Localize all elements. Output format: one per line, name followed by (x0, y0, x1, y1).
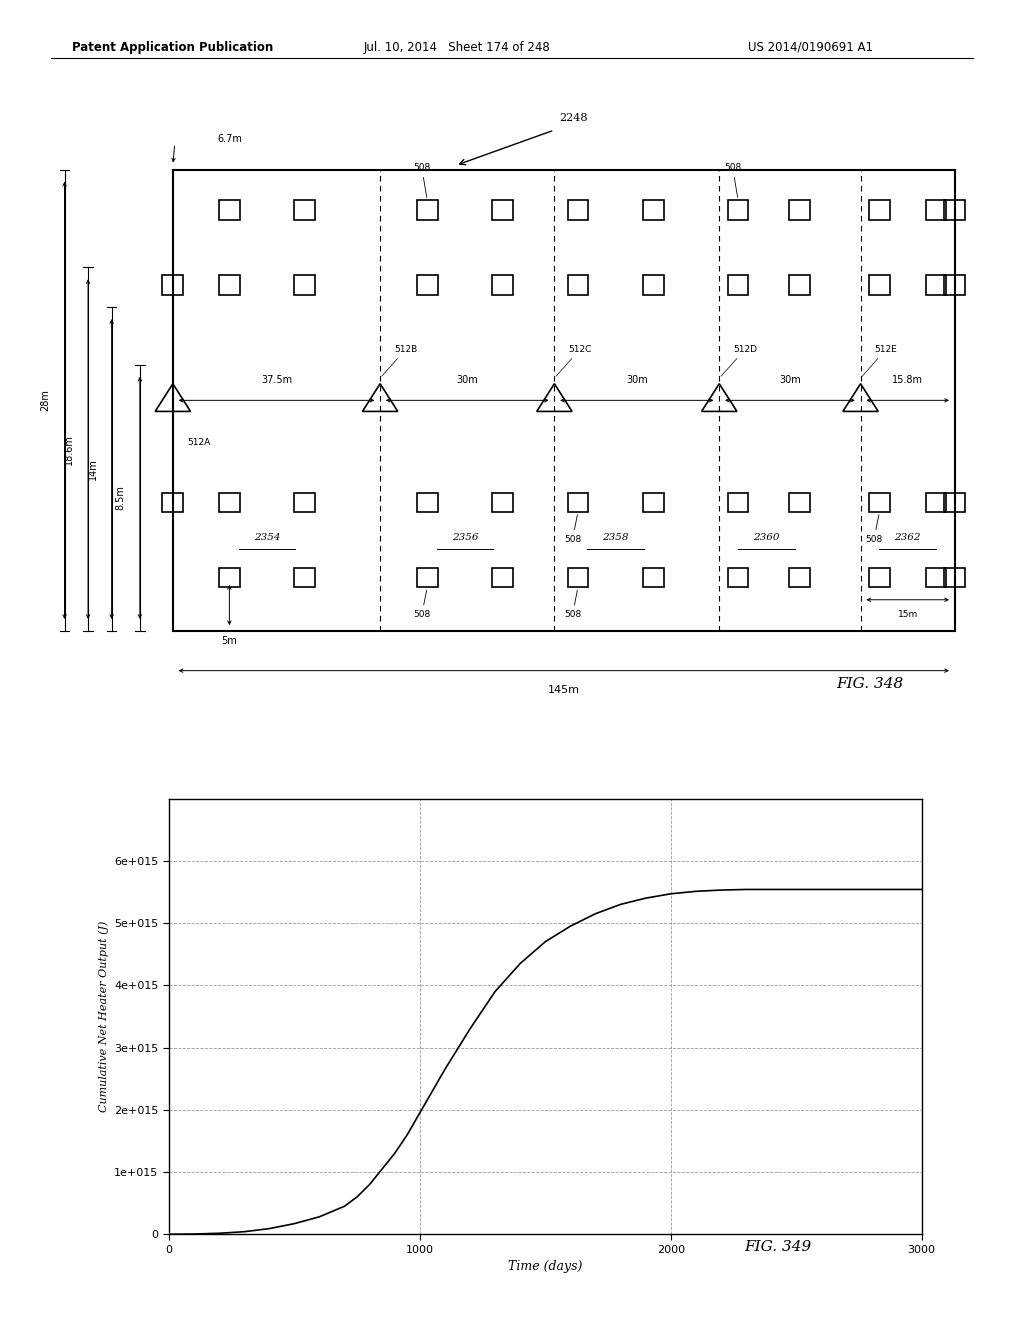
Bar (163, 276, 183, 294)
Text: 508: 508 (564, 515, 581, 544)
Bar (788, 201, 810, 219)
Text: 2356: 2356 (452, 533, 478, 543)
Text: 2360: 2360 (753, 533, 779, 543)
Bar (219, 492, 240, 512)
Bar (294, 276, 315, 294)
Text: 2354: 2354 (254, 533, 281, 543)
Bar (926, 276, 946, 294)
Text: 18.6m: 18.6m (63, 434, 74, 465)
Text: 14m: 14m (87, 458, 97, 480)
Bar (219, 568, 240, 587)
Text: 508: 508 (724, 162, 741, 197)
Bar (493, 201, 513, 219)
Text: 30m: 30m (457, 375, 478, 384)
Text: 30m: 30m (779, 375, 801, 384)
Text: 15.8m: 15.8m (892, 375, 924, 384)
Text: 2362: 2362 (894, 533, 921, 543)
Text: 28m: 28m (40, 389, 50, 412)
Text: 508: 508 (564, 590, 581, 619)
Bar (869, 201, 890, 219)
Bar (643, 276, 664, 294)
Bar (869, 568, 890, 587)
Bar (926, 201, 946, 219)
Bar (567, 568, 589, 587)
Text: 512A: 512A (187, 438, 210, 446)
X-axis label: Time (days): Time (days) (508, 1261, 583, 1274)
Bar (219, 201, 240, 219)
Text: 512E: 512E (862, 345, 897, 376)
Bar (728, 568, 749, 587)
Bar (788, 276, 810, 294)
Bar (926, 568, 946, 587)
Text: 512C: 512C (556, 345, 592, 376)
Bar (567, 201, 589, 219)
Text: 508: 508 (865, 515, 883, 544)
Text: 2358: 2358 (602, 533, 629, 543)
Bar (493, 276, 513, 294)
Y-axis label: Cumulative Net Heater Output (J): Cumulative Net Heater Output (J) (98, 921, 109, 1111)
Text: FIG. 348: FIG. 348 (837, 677, 903, 692)
Bar (417, 568, 437, 587)
Bar (643, 492, 664, 512)
Bar (643, 201, 664, 219)
Text: FIG. 349: FIG. 349 (744, 1241, 812, 1254)
Text: 512B: 512B (382, 345, 418, 376)
Bar (163, 492, 183, 512)
Text: 508: 508 (413, 162, 430, 197)
Bar (567, 492, 589, 512)
Bar (788, 568, 810, 587)
Bar (417, 276, 437, 294)
Bar (417, 201, 437, 219)
Text: 2248: 2248 (559, 114, 588, 123)
Bar (417, 492, 437, 512)
Bar (173, 170, 954, 631)
Bar (643, 568, 664, 587)
Bar (944, 568, 966, 587)
Bar (788, 492, 810, 512)
Text: 512D: 512D (721, 345, 758, 376)
Text: 30m: 30m (626, 375, 648, 384)
Bar (493, 492, 513, 512)
Bar (294, 201, 315, 219)
Bar (728, 492, 749, 512)
Bar (294, 568, 315, 587)
Text: Jul. 10, 2014   Sheet 174 of 248: Jul. 10, 2014 Sheet 174 of 248 (364, 41, 550, 54)
Bar (567, 276, 589, 294)
Text: 37.5m: 37.5m (261, 375, 292, 384)
Text: 15m: 15m (898, 610, 918, 619)
Bar (728, 201, 749, 219)
Text: 508: 508 (413, 590, 430, 619)
Text: 145m: 145m (548, 685, 580, 694)
Bar (944, 201, 966, 219)
Bar (944, 276, 966, 294)
Bar (728, 276, 749, 294)
Bar (219, 276, 240, 294)
Text: 8.5m: 8.5m (116, 486, 126, 511)
Bar (869, 492, 890, 512)
Text: 5m: 5m (221, 636, 238, 645)
Text: Patent Application Publication: Patent Application Publication (72, 41, 273, 54)
Text: US 2014/0190691 A1: US 2014/0190691 A1 (748, 41, 872, 54)
Bar (493, 568, 513, 587)
Text: 6.7m: 6.7m (217, 133, 242, 144)
Bar (926, 492, 946, 512)
Bar (294, 492, 315, 512)
Bar (944, 492, 966, 512)
Bar (869, 276, 890, 294)
